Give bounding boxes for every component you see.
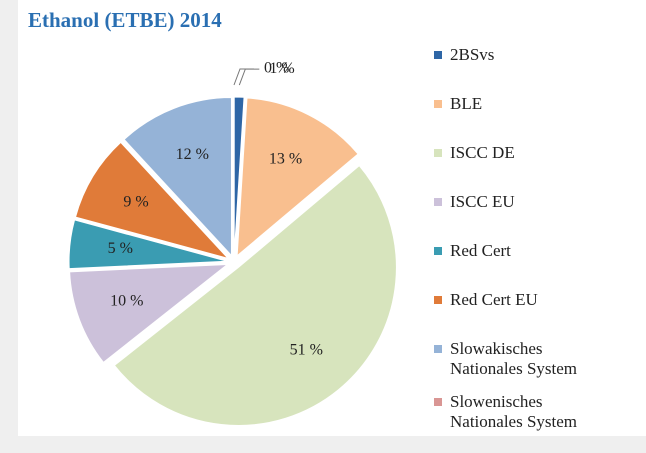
legend-label: ISCC DE	[450, 143, 515, 162]
data-label: 5 %	[108, 240, 133, 257]
pie-area: 1 % 13 % 51 % 10 % 5 % 9 % 12 % 0 %	[68, 60, 397, 426]
legend-swatch	[434, 398, 442, 406]
data-label: 13 %	[269, 150, 302, 167]
legend: 2BSvs BLE ISCC DE ISCC EU Red Cert Red Cert E…	[434, 45, 604, 445]
legend-label: Red Cert EU	[450, 290, 538, 309]
legend-label: ISCC EU	[450, 192, 515, 211]
legend-swatch	[434, 247, 442, 255]
data-label: 51 %	[290, 341, 323, 358]
pie-slice	[113, 164, 397, 426]
pie-slice	[74, 141, 230, 260]
legend-item: ISCC DE	[434, 143, 604, 179]
legend-label: Slowenisches Nationales System	[450, 392, 578, 431]
legend-swatch	[434, 345, 442, 353]
legend-swatch	[434, 100, 442, 108]
legend-item: Slowakisches Nationales System	[434, 339, 604, 379]
pie-slice	[69, 263, 229, 364]
legend-item: Red Cert EU	[434, 290, 604, 326]
data-label: 9 %	[123, 193, 148, 210]
leader-line	[233, 68, 254, 86]
legend-swatch	[434, 198, 442, 206]
pie-slice	[123, 96, 232, 257]
legend-label: Slowakisches Nationales System	[450, 339, 578, 378]
legend-label: Red Cert	[450, 241, 511, 260]
data-label: 10 %	[110, 293, 143, 310]
legend-label: 2BSvs	[450, 45, 495, 64]
data-label: 0 %	[264, 60, 289, 77]
legend-swatch	[434, 149, 442, 157]
pie-slice	[68, 219, 228, 270]
legend-swatch	[434, 296, 442, 304]
legend-swatch	[434, 51, 442, 59]
legend-item: BLE	[434, 94, 604, 130]
legend-item: 2BSvs	[434, 45, 604, 81]
data-label: 1 %	[269, 60, 294, 77]
leader-line	[238, 68, 260, 86]
chart-title: Ethanol (ETBE) 2014	[28, 8, 222, 32]
chart: 1 % 13 % 51 % 10 % 5 % 9 % 12 % 0 % Ethanol (ET…	[18, 0, 646, 436]
data-label: 12 %	[176, 146, 209, 163]
pie-slice	[236, 97, 359, 257]
legend-item: Slowenisches Nationales System	[434, 392, 604, 432]
legend-item: Red Cert	[434, 241, 604, 277]
legend-item: ISCC EU	[434, 192, 604, 228]
legend-label: BLE	[450, 94, 483, 113]
